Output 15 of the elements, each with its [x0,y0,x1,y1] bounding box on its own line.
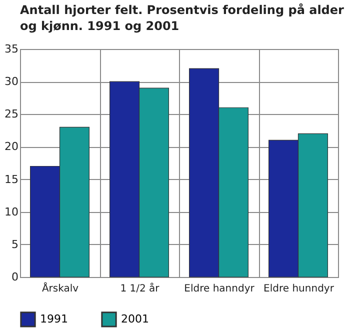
x-tick-label: Eldre hunndyr [264,284,335,294]
x-tick-label: Årskalv [42,282,79,294]
x-tick-label: Eldre hanndyr [184,284,256,294]
y-tick-label: 0 [12,270,18,284]
y-tick-label: 20 [4,140,18,154]
y-tick-label: 25 [4,108,18,121]
y-tick-label: 30 [4,75,18,88]
y-tick-label: 5 [12,238,18,251]
y-tick-label: 15 [4,172,18,186]
y-tick-label: 35 [4,42,18,56]
legend-label: 2001 [121,312,149,326]
legend-label: 1991 [40,312,68,326]
x-tick-label: 1 1/2 år [120,282,160,294]
chart-title: Antall hjorter felt. Prosentvis fordeling på alder og kjønn. 1991 og 2001 [20,3,344,33]
y-tick-label: 10 [4,205,18,218]
